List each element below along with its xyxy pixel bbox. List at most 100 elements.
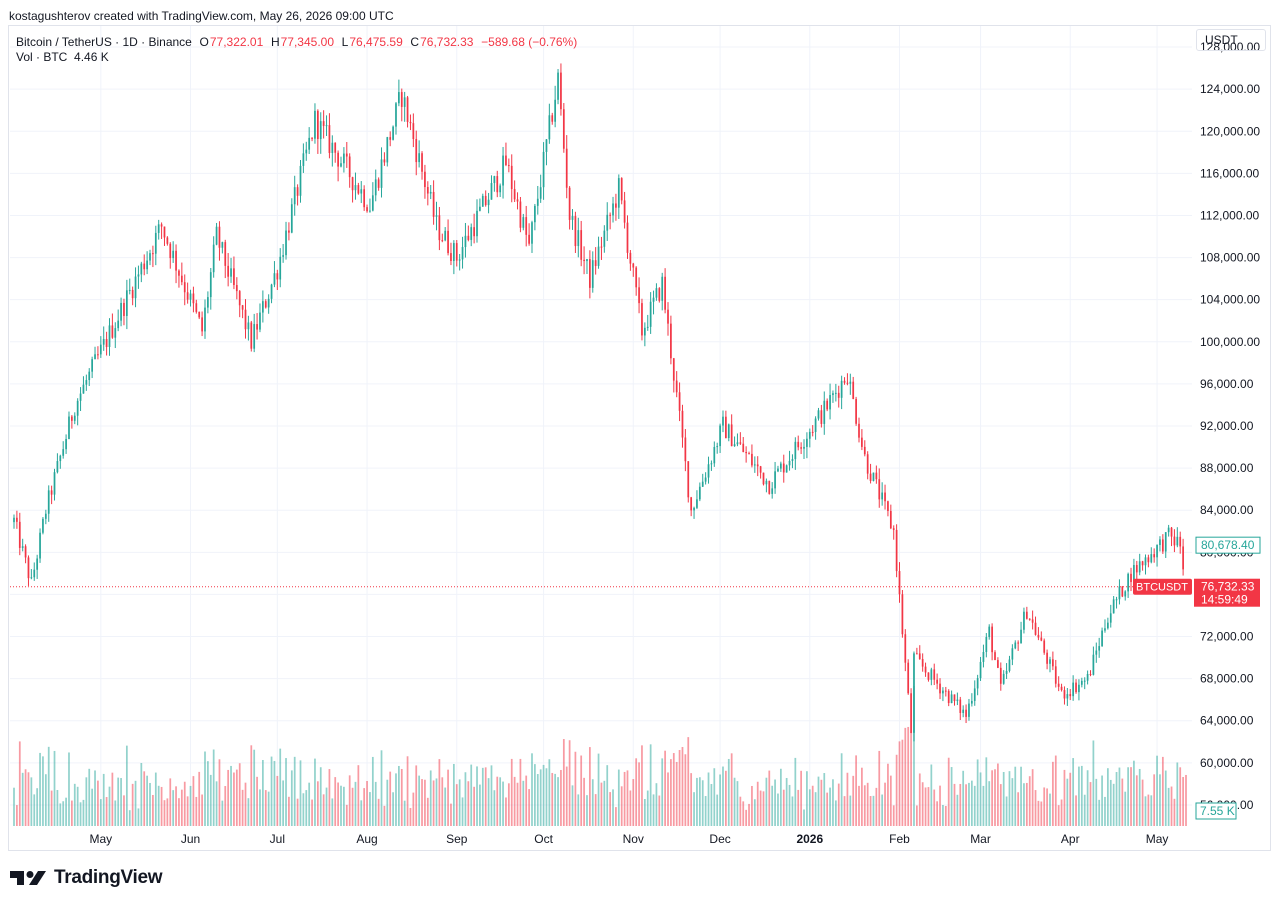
candle-body: [140, 263, 143, 275]
volume-bar: [930, 764, 933, 826]
candle-body: [290, 204, 293, 233]
volume-bar: [1046, 788, 1048, 826]
candle-body: [936, 679, 938, 684]
candle-body: [991, 626, 993, 653]
candle-body: [916, 653, 918, 655]
candle-body: [461, 247, 464, 260]
volume-bar: [557, 777, 559, 826]
candle-body: [99, 344, 102, 355]
volume-bar: [991, 770, 993, 826]
candle-body: [800, 447, 802, 449]
candle-body: [267, 298, 270, 308]
candle-body: [1156, 545, 1158, 558]
volume-bar: [357, 765, 360, 826]
candle-body: [664, 276, 666, 310]
candle-body: [270, 284, 273, 299]
candle-body: [426, 187, 429, 194]
volume-bar: [525, 775, 528, 826]
volume-bar: [1138, 768, 1141, 826]
candle-body: [1164, 532, 1167, 552]
candle-body: [487, 199, 490, 206]
symbol-name[interactable]: Bitcoin / TetherUS · 1D · Binance: [16, 35, 192, 49]
volume-bar: [826, 792, 829, 826]
candle-body: [944, 690, 947, 692]
candle-body: [285, 230, 287, 256]
volume-bar: [160, 786, 163, 826]
volume-bar: [574, 751, 577, 826]
volume-bar: [1063, 769, 1066, 826]
candle-body: [968, 703, 970, 717]
volume-bar: [1101, 775, 1103, 826]
candle-body: [1005, 670, 1008, 674]
volume-bar: [374, 781, 377, 826]
volume-bar: [1141, 779, 1144, 826]
candle-body: [334, 142, 337, 153]
candle-body: [727, 424, 730, 439]
candle-body: [412, 123, 415, 140]
volume-bar: [1159, 774, 1161, 826]
volume-bar: [377, 798, 380, 826]
volume-bar: [840, 753, 843, 826]
volume-bar: [16, 805, 18, 826]
candle-body: [571, 216, 574, 220]
candle-body: [409, 121, 412, 124]
candle-body: [863, 446, 866, 455]
volume-bar: [910, 731, 912, 826]
volume-bar: [774, 779, 776, 826]
volume-bar: [655, 783, 658, 826]
volume-bar: [47, 746, 50, 826]
candle-body: [180, 275, 183, 283]
volume-bar: [505, 797, 507, 826]
volume-bar: [444, 787, 447, 826]
open-key: O: [199, 35, 209, 49]
candle-body: [238, 291, 241, 306]
volume-bar: [620, 786, 623, 826]
volume-label[interactable]: Vol · BTC: [16, 50, 68, 64]
candle-body: [1109, 613, 1112, 623]
volume-bar: [1112, 783, 1115, 826]
volume-bar: [513, 776, 516, 826]
tradingview-logo[interactable]: TradingView: [10, 867, 163, 889]
volume-bar: [704, 796, 707, 826]
volume-bar: [901, 739, 904, 826]
volume-bar: [502, 781, 504, 826]
volume-bar: [791, 796, 794, 826]
volume-bar: [131, 783, 134, 826]
volume-bar: [548, 759, 551, 826]
candle-body: [745, 452, 748, 454]
volume-bar: [973, 785, 976, 826]
time-tick-label: Aug: [356, 832, 377, 846]
candle-body: [1054, 666, 1057, 684]
candle-body: [380, 159, 383, 188]
volume-bar: [510, 758, 513, 826]
volume-bar: [748, 803, 750, 826]
candle-body: [1017, 642, 1020, 644]
candle-body: [1104, 628, 1106, 631]
volume-bar: [962, 770, 965, 826]
candle-body: [765, 480, 768, 485]
candle-body: [76, 400, 79, 416]
candle-body: [128, 289, 131, 291]
candle-body: [56, 461, 59, 473]
volume-bar: [834, 800, 837, 826]
candle-body: [901, 594, 904, 635]
volume-bar: [921, 782, 924, 826]
candle-body: [79, 393, 82, 401]
volume-bar: [1049, 793, 1051, 826]
volume-bar: [606, 765, 609, 826]
volume-bar: [887, 763, 889, 826]
candle-body: [215, 226, 218, 245]
candle-body: [450, 253, 452, 261]
candle-body: [1130, 573, 1132, 583]
candle-body: [803, 446, 805, 449]
price-tick-label: 112,000.00: [1200, 208, 1259, 222]
candle-body: [924, 666, 927, 673]
candle-body: [160, 224, 163, 227]
volume-bar: [450, 803, 452, 826]
currency-selector[interactable]: USDT: [1196, 29, 1266, 51]
candle-body: [545, 139, 548, 152]
candle-body: [704, 477, 707, 482]
volume-bar: [140, 763, 143, 826]
candle-body: [910, 693, 912, 733]
